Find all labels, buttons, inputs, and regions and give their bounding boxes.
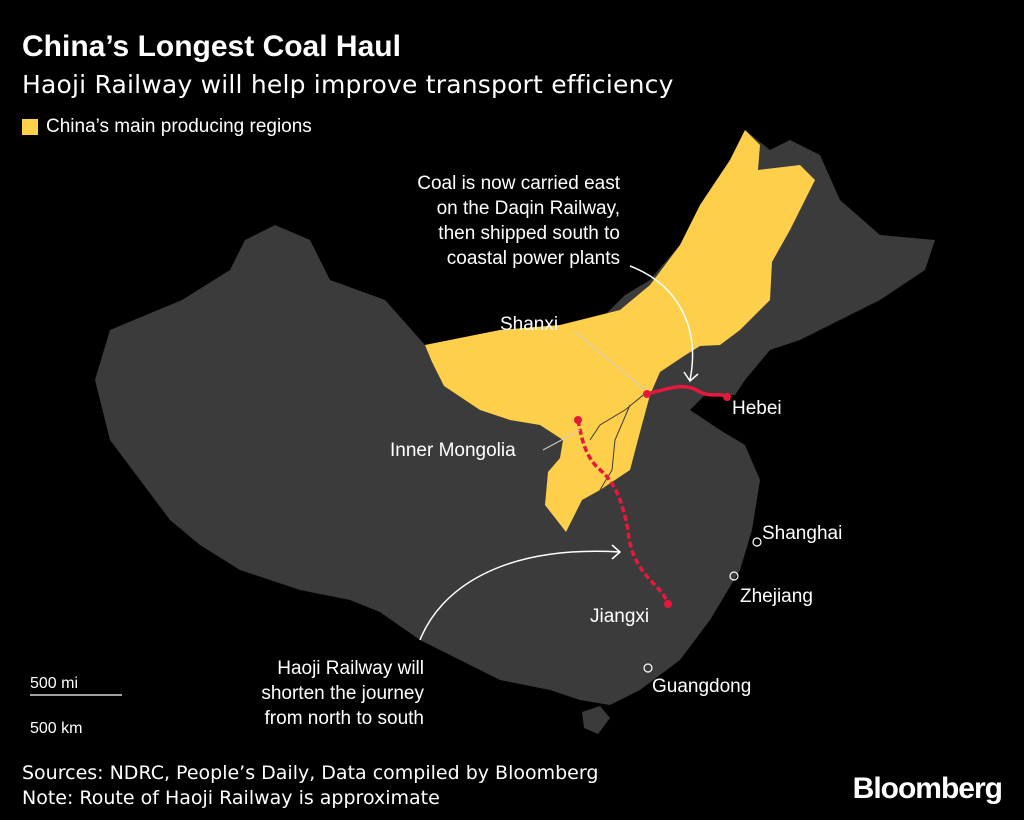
annotation-line: on the Daqin Railway, bbox=[436, 198, 620, 219]
zhejiang-marker bbox=[729, 571, 739, 581]
daqin-railway bbox=[646, 384, 729, 399]
label-shanxi: Shanxi bbox=[500, 314, 559, 335]
producing-region bbox=[425, 130, 815, 532]
daqin-end-dot bbox=[723, 393, 731, 401]
annotation-line: Coal is now carried east bbox=[417, 173, 620, 194]
daqin-start-dot bbox=[643, 390, 651, 398]
legend-swatch bbox=[22, 119, 38, 135]
label-zhejiang: Zhejiang bbox=[740, 586, 813, 607]
scale-km: 500 km bbox=[30, 720, 83, 737]
haoji-end-dot bbox=[664, 600, 672, 608]
bloomberg-logo: Bloomberg bbox=[852, 772, 1003, 805]
haoji-start-dot bbox=[574, 416, 582, 424]
shanghai-marker bbox=[752, 537, 762, 547]
label-inner-mongolia: Inner Mongolia bbox=[390, 440, 516, 461]
label-jiangxi: Jiangxi bbox=[590, 606, 650, 627]
haoji-arrow bbox=[419, 544, 622, 641]
haoji-annotation: Haoji Railway will shorten the journey f… bbox=[261, 656, 424, 731]
label-hebei: Hebei bbox=[732, 398, 782, 419]
chart-title: China’s Longest Coal Haul bbox=[22, 30, 401, 63]
inner-mongolia-leader bbox=[542, 429, 581, 451]
scale-miles: 500 mi bbox=[30, 675, 79, 692]
hainan-island bbox=[582, 706, 610, 734]
legend-label: China’s main producing regions bbox=[46, 116, 312, 137]
label-guangdong: Guangdong bbox=[652, 676, 752, 697]
annotation-line: Haoji Railway will bbox=[277, 658, 424, 679]
annotation-line: then shipped south to bbox=[438, 223, 620, 244]
annotation-line: shorten the journey bbox=[261, 683, 424, 704]
sources: Sources: NDRC, People’s Daily, Data comp… bbox=[22, 762, 599, 784]
daqin-arrow bbox=[629, 265, 699, 383]
chart-subtitle: Haoji Railway will help improve transpor… bbox=[22, 70, 674, 99]
province-border bbox=[589, 391, 648, 491]
legend: China’s main producing regions bbox=[22, 116, 312, 138]
label-shanghai: Shanghai bbox=[762, 523, 843, 544]
guangdong-marker bbox=[643, 663, 653, 673]
note: Note: Route of Haoji Railway is approxim… bbox=[22, 787, 440, 809]
shanxi-leader bbox=[572, 329, 646, 391]
daqin-annotation: Coal is now carried east on the Daqin Ra… bbox=[417, 171, 620, 271]
annotation-line: from north to south bbox=[264, 708, 424, 729]
annotation-line: coastal power plants bbox=[446, 248, 620, 269]
haoji-railway bbox=[576, 419, 670, 605]
